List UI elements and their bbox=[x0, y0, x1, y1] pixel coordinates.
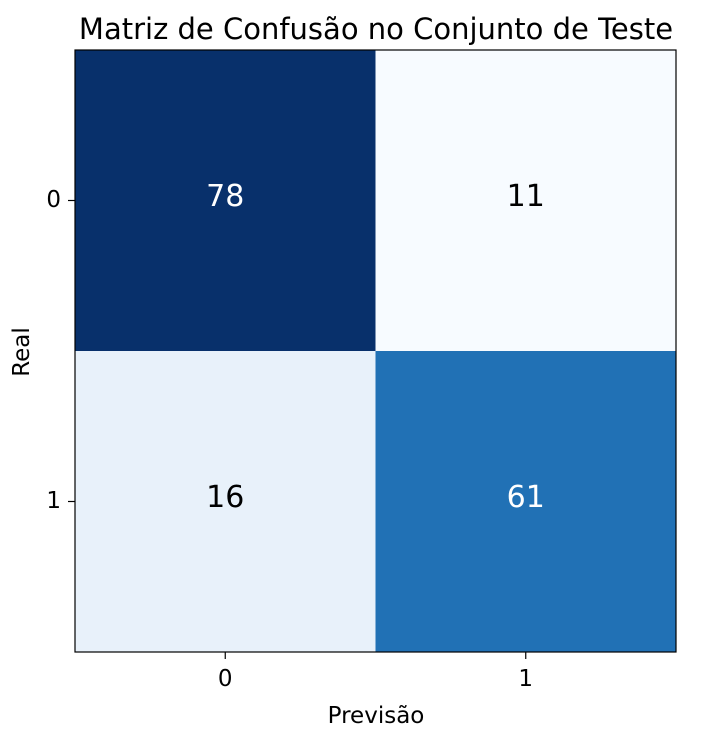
cell-value-label: 61 bbox=[507, 480, 545, 515]
heatmap-cell-0-0 bbox=[75, 50, 376, 351]
y-axis-ticks: 01 bbox=[46, 187, 75, 514]
heatmap-cell-labels: 78 11 16 61 bbox=[206, 179, 545, 515]
heatmap-cell-1-0 bbox=[75, 351, 376, 652]
cell-value-label: 16 bbox=[206, 480, 244, 515]
chart-title: Matriz de Confusão no Conjunto de Teste bbox=[79, 12, 673, 46]
x-tick-label: 1 bbox=[518, 666, 533, 692]
x-axis-label: Previsão bbox=[328, 703, 425, 729]
heatmap-cells bbox=[75, 50, 676, 652]
cell-value-label: 78 bbox=[206, 179, 244, 214]
plot-frame bbox=[74, 49, 677, 653]
heatmap-cell-1-1 bbox=[375, 351, 676, 652]
heatmap-cell-0-1 bbox=[375, 50, 676, 351]
cell-value-label: 11 bbox=[507, 179, 545, 214]
y-tick-label: 0 bbox=[46, 187, 61, 213]
x-tick-label: 0 bbox=[218, 666, 233, 692]
y-tick-label: 1 bbox=[46, 488, 61, 514]
y-axis-label: Real bbox=[9, 327, 35, 377]
